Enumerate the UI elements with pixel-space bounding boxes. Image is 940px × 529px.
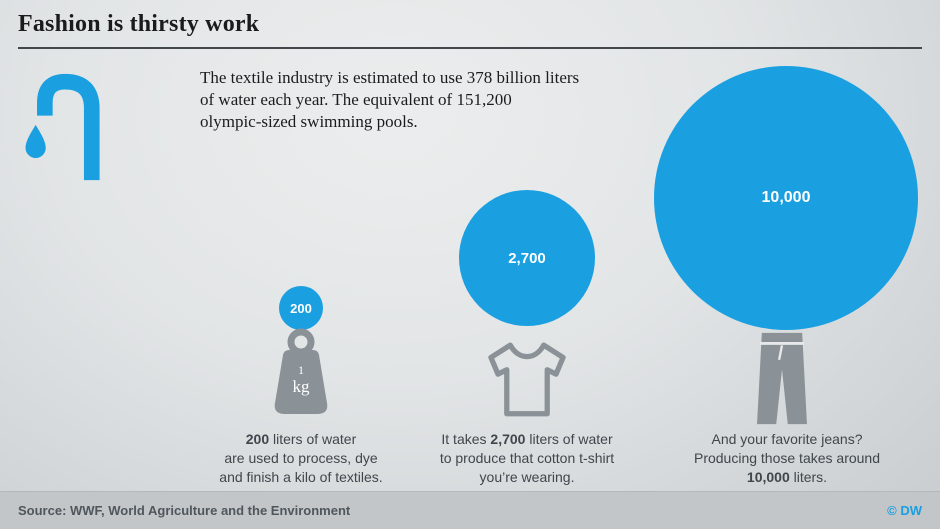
weight-1kg-icon: 1 kg <box>265 327 337 419</box>
caption-tshirt: It takes 2,700 liters of water to produc… <box>412 430 642 487</box>
page-title: Fashion is thirsty work <box>18 11 260 37</box>
bubble-tshirt: 2,700 <box>459 190 595 326</box>
bubble-value-jeans: 10,000 <box>761 189 811 206</box>
caption-line: you’re wearing. <box>479 469 575 485</box>
caption-line: are used to process, dye <box>224 450 378 466</box>
intro-line-1: The textile industry is estimated to use… <box>200 68 580 87</box>
dw-credit: © DW <box>887 503 922 518</box>
caption-line: It takes 2,700 liters of water <box>441 431 613 447</box>
caption-line: Producing those takes around <box>693 450 880 466</box>
footer-bar: Source: WWF, World Agriculture and the E… <box>0 491 940 529</box>
caption-line: 10,000 liters. <box>746 469 828 485</box>
intro-text: The textile industry is estimated to use… <box>200 67 579 133</box>
bubble-value-textiles: 200 <box>290 300 312 316</box>
jeans-icon <box>753 331 811 432</box>
title-divider <box>18 47 922 49</box>
faucet-icon <box>20 66 112 186</box>
caption-line: And your favorite jeans? <box>711 431 863 447</box>
tshirt-icon <box>483 339 571 424</box>
caption-line: and finish a kilo of textiles. <box>219 469 383 485</box>
caption-jeans: And your favorite jeans? Producing those… <box>660 430 914 487</box>
caption-line: to produce that cotton t-shirt <box>439 450 615 466</box>
bubble-jeans: 10,000 <box>654 66 918 330</box>
bubble-textiles: 200 <box>279 286 323 330</box>
bubble-value-tshirt: 2,700 <box>508 249 546 267</box>
water-drop-icon <box>25 124 46 158</box>
weight-label-unit: kg <box>292 377 310 396</box>
source-text: Source: WWF, World Agriculture and the E… <box>18 503 351 518</box>
intro-line-3: olympic-sized swimming pools. <box>200 112 418 131</box>
weight-label: 1 kg <box>265 363 337 396</box>
caption-textiles: 200 liters of water are used to process,… <box>186 430 416 487</box>
weight-label-number: 1 <box>298 363 304 377</box>
caption-line: 200 liters of water <box>245 431 357 447</box>
intro-line-2: of water each year. The equivalent of 15… <box>200 90 512 109</box>
